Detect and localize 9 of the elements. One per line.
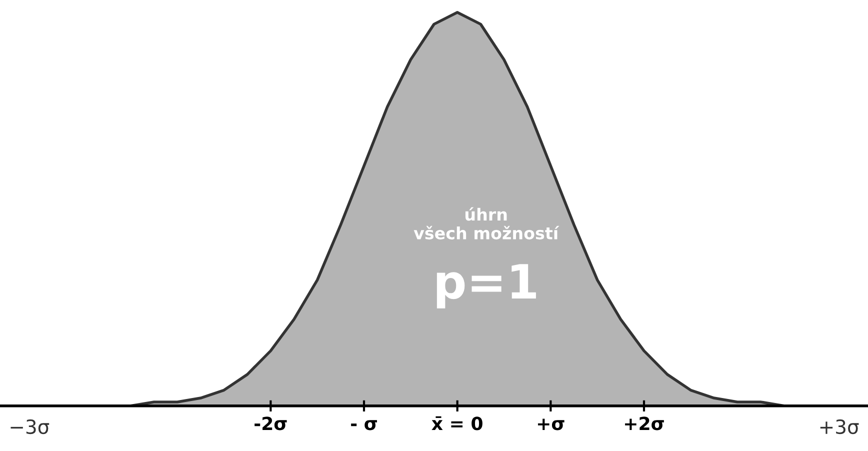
text: +3σ bbox=[820, 419, 859, 434]
x-tick-label: -2σ bbox=[254, 416, 287, 430]
x-tick-label: - σ bbox=[351, 420, 377, 430]
annotation: úhrn všech možností bbox=[414, 207, 560, 240]
x-tick-label: x̄ = 0 bbox=[432, 416, 482, 430]
x-tick-label: +2σ bbox=[625, 416, 664, 430]
x-tick-label: +σ bbox=[538, 418, 564, 430]
annotation: p=1 bbox=[436, 264, 536, 308]
text: −3σ bbox=[10, 419, 50, 434]
